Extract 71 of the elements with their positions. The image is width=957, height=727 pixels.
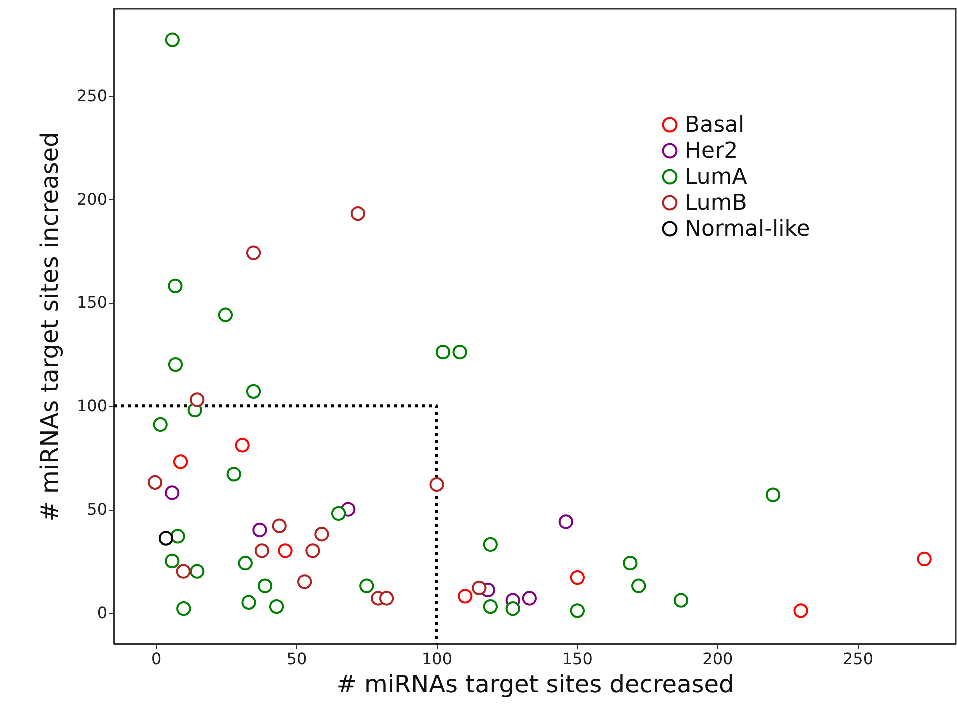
point [242,595,256,610]
point [148,475,163,490]
point [170,529,186,544]
point [246,246,262,260]
point [350,206,366,222]
point [458,589,473,604]
point [766,488,781,502]
point [153,417,168,432]
y-tick-label: 250 [76,86,108,106]
x-tick-label: 150 [562,650,593,668]
legend-label: Her2 [685,139,738,164]
point [558,514,574,530]
point [226,467,242,482]
point [674,593,689,608]
point [176,564,191,579]
point [173,454,188,470]
legend-label: Basal [685,113,745,138]
point [190,564,205,579]
x-axis-title: # miRNAs target sites decreased [336,670,734,698]
point [246,384,262,399]
legend-label: LumA [685,165,748,190]
legend-label: LumB [685,191,748,216]
legend-label: Normal-like [685,217,810,242]
point [472,580,487,596]
point [314,527,330,542]
point [360,578,374,594]
point [218,308,234,322]
point [258,578,273,594]
point [272,518,287,534]
point [632,578,646,594]
point [168,357,184,372]
point [917,552,932,567]
y-tick-label: 200 [76,190,108,209]
point [235,438,250,453]
x-tick-label: 50 [286,650,308,668]
point [190,392,205,408]
point [176,602,192,616]
point [158,531,174,546]
y-tick-label: 0 [97,603,108,622]
x-tick-label: 200 [702,650,734,668]
point [238,556,253,571]
point [269,599,284,614]
point [570,604,585,618]
point [168,278,183,294]
point [298,574,312,590]
point [436,345,451,360]
point [570,570,585,586]
point [483,537,498,552]
point [522,591,537,606]
y-tick-label: 100 [76,396,108,416]
point [506,602,520,616]
point [452,345,468,360]
y-tick-label: 150 [76,293,108,312]
point [165,32,180,48]
point [306,544,320,558]
point [165,554,180,569]
x-tick-label: 250 [842,650,874,668]
y-tick-label: 50 [87,500,108,520]
point [252,522,268,538]
y-axis-title: # miRNAs target sites increased [36,132,64,522]
x-tick-label: 100 [422,650,453,668]
x-tick-label: 0 [152,650,162,668]
point [794,604,808,618]
point [278,544,293,558]
point [623,556,638,571]
point [254,544,270,558]
point [483,599,498,614]
point [331,506,346,522]
point [379,591,394,606]
point [430,477,444,492]
point [165,486,180,500]
